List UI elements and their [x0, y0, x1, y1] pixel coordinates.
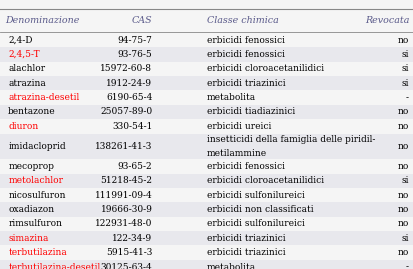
- Text: 93-65-2: 93-65-2: [117, 162, 152, 171]
- Text: 6190-65-4: 6190-65-4: [106, 93, 152, 102]
- FancyBboxPatch shape: [0, 133, 413, 159]
- Text: metabolita: metabolita: [206, 93, 256, 102]
- Text: 51218-45-2: 51218-45-2: [100, 176, 152, 185]
- Text: -: -: [405, 263, 408, 269]
- Text: erbicidi triazinici: erbicidi triazinici: [206, 79, 285, 88]
- Text: mecoprop: mecoprop: [8, 162, 54, 171]
- Text: bentazone: bentazone: [8, 108, 56, 116]
- Text: erbicidi fenossici: erbicidi fenossici: [206, 50, 284, 59]
- Text: oxadiazon: oxadiazon: [8, 205, 54, 214]
- FancyBboxPatch shape: [0, 105, 413, 119]
- Text: 94-75-7: 94-75-7: [117, 36, 152, 44]
- FancyBboxPatch shape: [0, 202, 413, 217]
- Text: imidacloprid: imidacloprid: [8, 142, 66, 151]
- Text: erbicidi fenossici: erbicidi fenossici: [206, 36, 284, 44]
- Text: CAS: CAS: [131, 16, 152, 25]
- Text: no: no: [397, 122, 408, 131]
- Text: 25057-89-0: 25057-89-0: [100, 108, 152, 116]
- Text: 111991-09-4: 111991-09-4: [95, 191, 152, 200]
- Text: 93-76-5: 93-76-5: [117, 50, 152, 59]
- Text: rimsulfuron: rimsulfuron: [8, 220, 62, 228]
- FancyBboxPatch shape: [0, 76, 413, 90]
- Text: 2,4-D: 2,4-D: [8, 36, 33, 44]
- Text: no: no: [397, 108, 408, 116]
- Text: nicosulfuron: nicosulfuron: [8, 191, 66, 200]
- Text: alachlor: alachlor: [8, 64, 45, 73]
- Text: simazina: simazina: [8, 234, 49, 243]
- FancyBboxPatch shape: [0, 174, 413, 188]
- Text: no: no: [397, 248, 408, 257]
- Text: Classe chimica: Classe chimica: [206, 16, 278, 25]
- Text: no: no: [397, 205, 408, 214]
- FancyBboxPatch shape: [0, 47, 413, 62]
- Text: 1912-24-9: 1912-24-9: [106, 79, 152, 88]
- FancyBboxPatch shape: [0, 260, 413, 269]
- Text: 15972-60-8: 15972-60-8: [100, 64, 152, 73]
- Text: si: si: [401, 64, 408, 73]
- Text: 122-34-9: 122-34-9: [112, 234, 152, 243]
- Text: 19666-30-9: 19666-30-9: [100, 205, 152, 214]
- Text: 122931-48-0: 122931-48-0: [95, 220, 152, 228]
- Text: si: si: [401, 79, 408, 88]
- Text: erbicidi ureici: erbicidi ureici: [206, 122, 271, 131]
- Text: 138261-41-3: 138261-41-3: [95, 142, 152, 151]
- Text: no: no: [397, 191, 408, 200]
- Text: si: si: [401, 234, 408, 243]
- Text: erbicidi sulfonilureici: erbicidi sulfonilureici: [206, 191, 304, 200]
- Text: no: no: [397, 36, 408, 44]
- Text: erbicidi non classificati: erbicidi non classificati: [206, 205, 313, 214]
- Text: 5915-41-3: 5915-41-3: [106, 248, 152, 257]
- Text: metilammine: metilammine: [206, 149, 266, 158]
- Text: erbicidi tiadiazinici: erbicidi tiadiazinici: [206, 108, 294, 116]
- Text: erbicidi sulfonilureici: erbicidi sulfonilureici: [206, 220, 304, 228]
- Text: no: no: [397, 142, 408, 151]
- Text: erbicidi cloroacetanilidici: erbicidi cloroacetanilidici: [206, 176, 323, 185]
- Text: terbutilazina-desetil: terbutilazina-desetil: [8, 263, 100, 269]
- Text: erbicidi triazinici: erbicidi triazinici: [206, 248, 285, 257]
- Text: insetticidi della famiglia delle piridil-: insetticidi della famiglia delle piridil…: [206, 135, 375, 144]
- Text: erbicidi cloroacetanilidici: erbicidi cloroacetanilidici: [206, 64, 323, 73]
- Text: 30125-63-4: 30125-63-4: [100, 263, 152, 269]
- Text: si: si: [401, 50, 408, 59]
- Text: metolachlor: metolachlor: [8, 176, 63, 185]
- Text: no: no: [397, 220, 408, 228]
- Text: -: -: [405, 93, 408, 102]
- Text: terbutilazina: terbutilazina: [8, 248, 67, 257]
- Text: Denominazione: Denominazione: [5, 16, 79, 25]
- Text: 2,4,5-T: 2,4,5-T: [8, 50, 40, 59]
- Text: erbicidi triazinici: erbicidi triazinici: [206, 234, 285, 243]
- Text: metabolita: metabolita: [206, 263, 256, 269]
- Text: 330-54-1: 330-54-1: [112, 122, 152, 131]
- Text: Revocata: Revocata: [364, 16, 408, 25]
- Text: diuron: diuron: [8, 122, 38, 131]
- Text: si: si: [401, 176, 408, 185]
- FancyBboxPatch shape: [0, 231, 413, 245]
- Text: no: no: [397, 162, 408, 171]
- Text: atrazina: atrazina: [8, 79, 46, 88]
- Text: atrazina-desetil: atrazina-desetil: [8, 93, 79, 102]
- Text: erbicidi fenossici: erbicidi fenossici: [206, 162, 284, 171]
